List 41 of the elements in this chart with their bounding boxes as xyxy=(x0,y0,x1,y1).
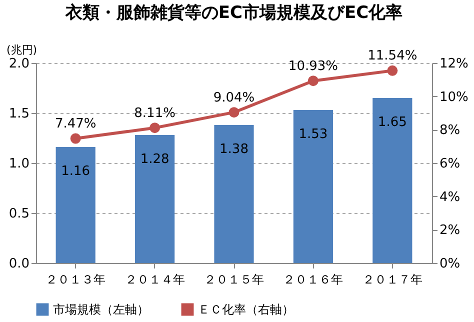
y2-tick-label: 0% xyxy=(440,256,460,272)
y-tick-label: 0.5 xyxy=(8,206,30,222)
legend-label: ＥＣ化率（右軸） xyxy=(198,302,294,317)
legend-label: 市場規模（左軸） xyxy=(53,302,149,317)
data-label: 1.16 xyxy=(61,164,90,179)
point xyxy=(228,107,240,118)
data-label: 1.53 xyxy=(298,127,328,142)
y2-tick-label: 6% xyxy=(440,156,460,172)
data-label: 10.93% xyxy=(288,58,338,74)
x-tick-label: ２０１６年 xyxy=(283,272,344,286)
point xyxy=(308,76,318,86)
y-tick-label: 2.0 xyxy=(8,56,30,72)
y-axis-title: (兆円) xyxy=(6,44,38,56)
data-label: 9.04% xyxy=(213,90,255,106)
y-tick-label: 1.5 xyxy=(8,106,30,122)
data-label: 1.38 xyxy=(220,142,248,157)
bar xyxy=(293,110,333,263)
y-tick-label: 1.0 xyxy=(8,156,30,172)
chart-title: 衣類・服飾雑貨等のEC市場規模及びEC化率 xyxy=(64,3,403,23)
x-tick-label: ２０１４年 xyxy=(124,272,185,286)
data-label: 8.11% xyxy=(134,106,176,121)
bar xyxy=(214,125,254,263)
point xyxy=(70,133,81,144)
y2-tick-label: 4% xyxy=(440,190,460,205)
x-tick-label: ２０１３年 xyxy=(46,272,106,286)
data-label: 1.28 xyxy=(140,152,170,167)
y2-tick-label: 2% xyxy=(440,223,460,238)
data-label: 11.54% xyxy=(368,48,418,64)
y-tick-label: 0.0 xyxy=(8,256,30,272)
data-label: 7.47% xyxy=(54,116,96,132)
y2-tick-label: 12% xyxy=(440,56,468,72)
point xyxy=(387,65,398,76)
x-tick-label: ２０１５年 xyxy=(204,272,264,286)
y2-tick-label: 8% xyxy=(440,123,460,138)
point xyxy=(150,122,160,134)
y2-tick-label: 10% xyxy=(440,90,468,105)
data-label: 1.65 xyxy=(378,115,407,130)
bar xyxy=(372,98,412,263)
x-tick-label: ２０１７年 xyxy=(362,272,422,286)
bar xyxy=(56,147,96,263)
bar xyxy=(135,135,175,263)
